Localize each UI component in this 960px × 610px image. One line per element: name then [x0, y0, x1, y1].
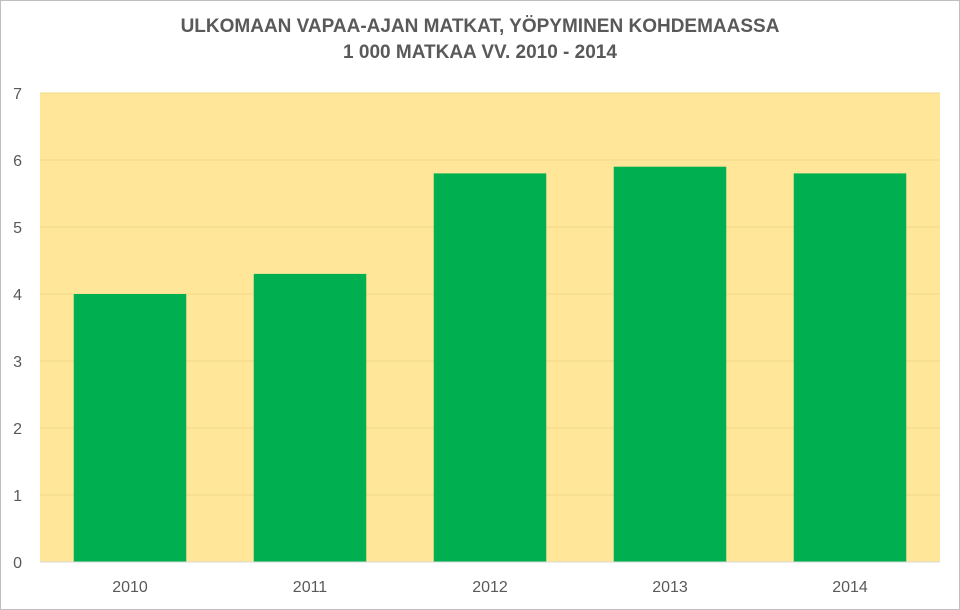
y-tick-label: 2 [13, 421, 22, 438]
y-tick-label: 0 [13, 555, 22, 572]
y-tick-label: 7 [13, 86, 22, 103]
x-tick-label: 2012 [472, 579, 508, 596]
bar-2011 [253, 273, 367, 562]
bar-2010 [73, 294, 187, 562]
bar-2013 [613, 166, 727, 562]
chart-title-line2: 1 000 MATKAA VV. 2010 - 2014 [343, 42, 617, 63]
x-axis-ticks: 2010 2011 2012 2013 2014 [112, 579, 868, 596]
x-tick-label: 2014 [832, 579, 868, 596]
x-tick-label: 2013 [652, 579, 688, 596]
y-tick-label: 1 [13, 488, 22, 505]
bars [73, 166, 907, 562]
x-tick-label: 2011 [293, 579, 328, 596]
y-tick-label: 6 [13, 153, 22, 170]
x-tick-label: 2010 [112, 579, 148, 596]
y-tick-label: 4 [13, 287, 22, 304]
chart-title: ULKOMAAN VAPAA-AJAN MATKAT, YÖPYMINEN KO… [0, 14, 960, 66]
bar-2014 [793, 173, 907, 562]
bar-2012 [433, 173, 547, 562]
y-tick-label: 5 [13, 220, 22, 237]
y-axis-ticks: 0 1 2 3 4 5 6 7 [13, 86, 22, 572]
chart-title-line1: ULKOMAAN VAPAA-AJAN MATKAT, YÖPYMINEN KO… [180, 16, 780, 37]
y-tick-label: 3 [13, 354, 22, 371]
